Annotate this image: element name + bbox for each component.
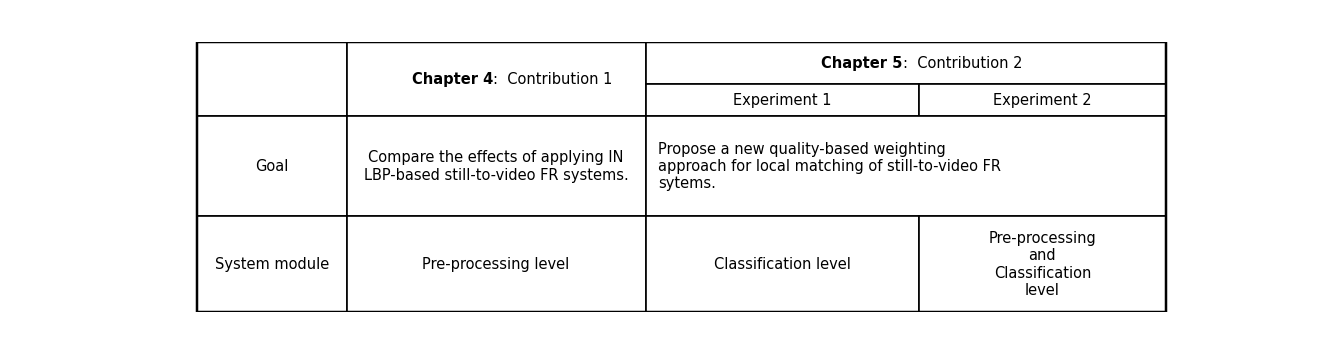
Text: Propose a new quality-based weighting
approach for local matching of still-to-vi: Propose a new quality-based weighting ap…	[658, 141, 1001, 191]
Text: Pre-processing level: Pre-processing level	[423, 257, 569, 272]
Text: Chapter 4: Chapter 4	[412, 72, 493, 87]
Bar	[197, 42, 347, 117]
Bar	[645, 117, 1166, 217]
Bar	[645, 84, 919, 117]
Text: :  Contribution 1: : Contribution 1	[493, 72, 612, 87]
Bar	[197, 117, 347, 217]
Text: System module: System module	[214, 257, 329, 272]
Text: Experiment 1: Experiment 1	[733, 93, 831, 108]
Text: Classification level: Classification level	[714, 257, 851, 272]
Bar	[347, 42, 645, 117]
Bar	[919, 84, 1166, 117]
Text: Compare the effects of applying IN
LBP-based still-to-video FR systems.: Compare the effects of applying IN LBP-b…	[363, 150, 629, 183]
Text: Pre-processing
and
Classification
level: Pre-processing and Classification level	[988, 231, 1096, 298]
Bar	[919, 217, 1166, 312]
Text: :  Contribution 2: : Contribution 2	[903, 55, 1023, 71]
Bar	[197, 217, 347, 312]
Text: Experiment 2: Experiment 2	[994, 93, 1092, 108]
Bar	[645, 42, 1166, 84]
Text: Chapter 5: Chapter 5	[822, 55, 903, 71]
Bar	[347, 217, 645, 312]
Bar	[347, 117, 645, 217]
Bar	[645, 217, 919, 312]
Text: Goal: Goal	[255, 159, 289, 174]
